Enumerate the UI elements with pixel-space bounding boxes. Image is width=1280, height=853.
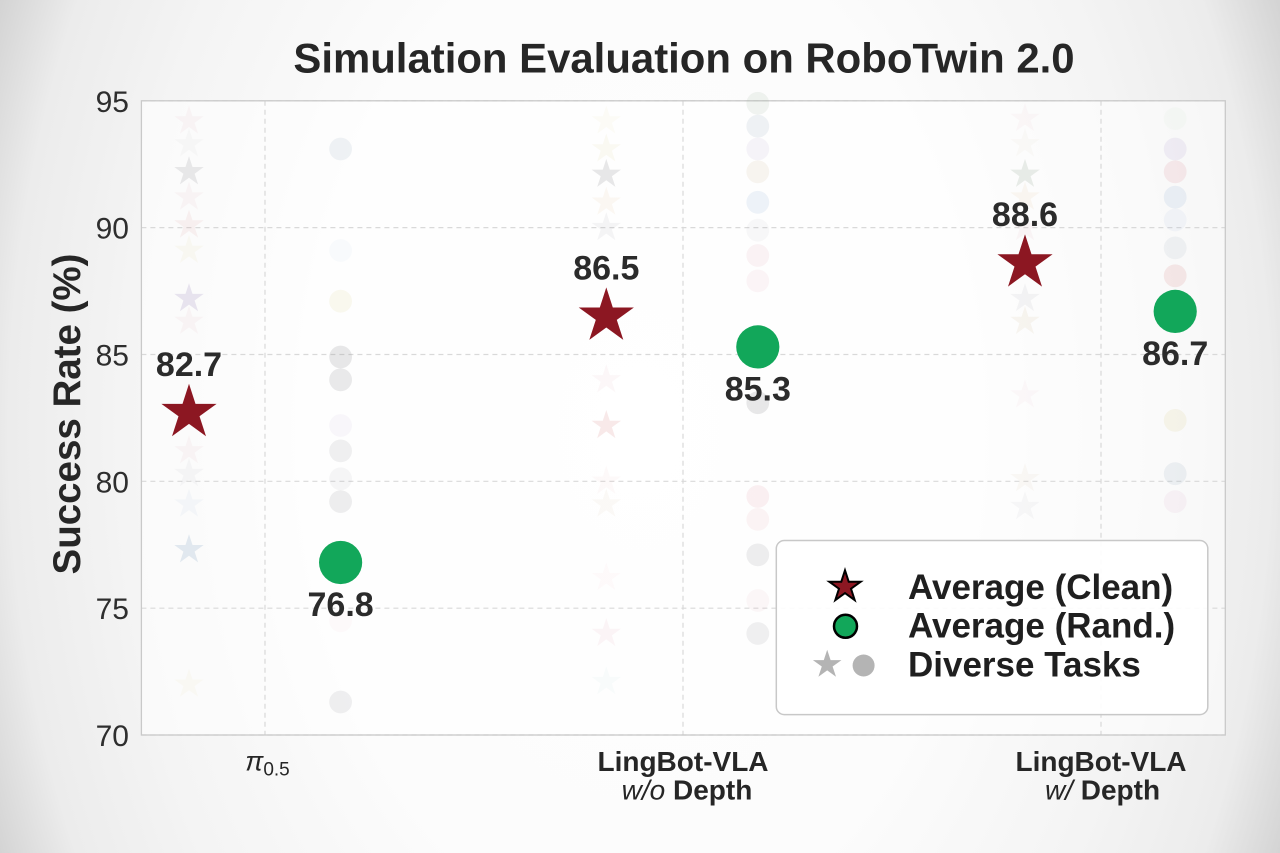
svg-text:76.8: 76.8 xyxy=(308,586,374,624)
svg-text:75: 75 xyxy=(96,593,129,626)
svg-text:Average (Rand.): Average (Rand.) xyxy=(908,607,1175,646)
svg-text:70: 70 xyxy=(96,720,129,753)
svg-text:95: 95 xyxy=(96,86,129,119)
svg-text:82.7: 82.7 xyxy=(156,346,222,384)
svg-text:86.7: 86.7 xyxy=(1142,335,1208,373)
svg-text:Diverse Tasks: Diverse Tasks xyxy=(908,646,1141,685)
svg-text:90: 90 xyxy=(96,213,129,246)
svg-text:88.6: 88.6 xyxy=(992,196,1058,234)
svg-text:80: 80 xyxy=(96,466,129,499)
svg-text:Simulation Evaluation on RoboT: Simulation Evaluation on RoboTwin 2.0 xyxy=(293,34,1074,81)
svg-text:w/ Depth: w/ Depth xyxy=(1045,775,1160,806)
svg-text:LingBot-VLA: LingBot-VLA xyxy=(597,746,768,777)
svg-text:Average (Clean): Average (Clean) xyxy=(908,568,1173,607)
svg-text:Success Rate (%): Success Rate (%) xyxy=(46,254,89,575)
svg-text:85: 85 xyxy=(96,340,129,373)
svg-text:LingBot-VLA: LingBot-VLA xyxy=(1015,746,1186,777)
svg-text:86.5: 86.5 xyxy=(573,249,639,287)
svg-text:w/o Depth: w/o Depth xyxy=(622,775,753,806)
svg-text:85.3: 85.3 xyxy=(725,370,791,408)
